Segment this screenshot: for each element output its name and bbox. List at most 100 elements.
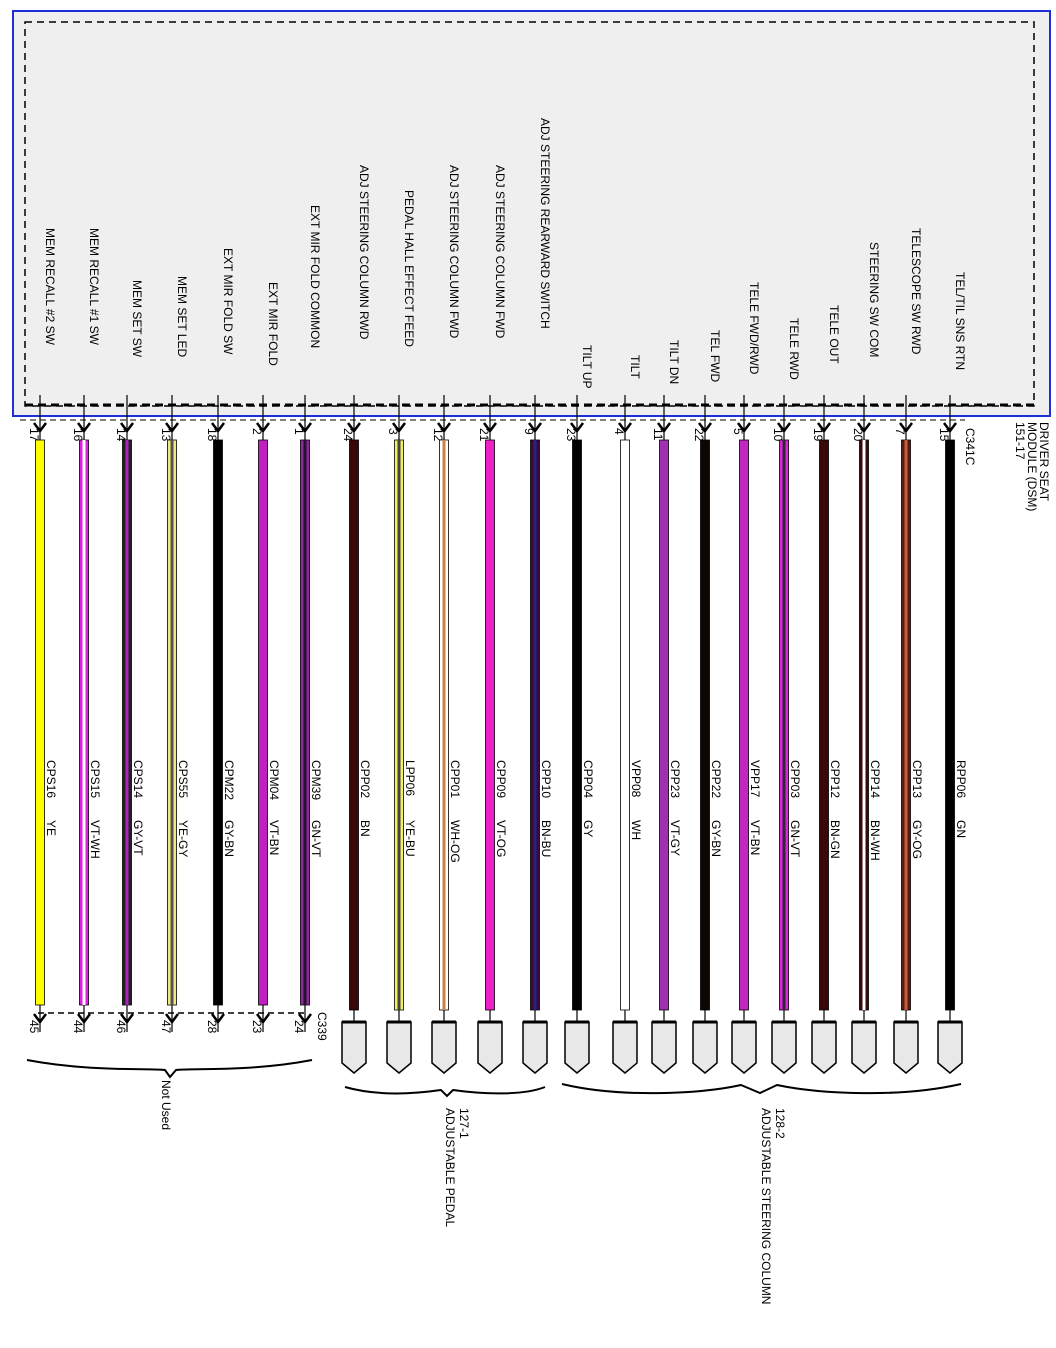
color-code-label: WH [629,820,643,840]
color-code-label: VT-OG [494,820,508,857]
color-code-label: GN-VT [309,820,323,858]
pin-number: 9 [522,428,536,435]
wire-function-label: TEL/TIL SNS RTN [953,272,967,370]
wire-cpm39: EXT MIR FOLD COMMON 1 CPM39 GN-VT 24 [292,205,323,1034]
wire-cps14: MEM SET SW 14 CPS14 GY-VT 46 [114,280,145,1034]
color-code-label: WH-OG [448,820,462,863]
splice-connector-icon [731,1021,757,1074]
terminal-icon [777,422,791,434]
pin-number: 11 [651,428,665,441]
wire-rpp06: TEL/TIL SNS RTN 15 RPP06 GN [937,272,968,1074]
pin-number: 19 [811,428,825,442]
circuit-label: CPP23 [668,760,682,798]
circuit-label: CPP13 [910,760,924,798]
wire-vpp08: TILT 4 VPP08 WH [612,355,643,1074]
circuit-label: CPM39 [309,760,323,800]
wire-function-label: EXT MIR FOLD COMMON [308,205,322,348]
circuit-label: CPP01 [448,760,462,798]
color-code-label: BN [358,820,372,837]
circuit-label: CPS55 [176,760,190,798]
splice-connector-icon [341,1021,367,1074]
wire-stripe [442,440,446,1010]
wire-cpp22: TEL FWD 22 CPP22 GY-BN [692,330,723,1074]
group-label-column-ref: 128-2 [773,1108,787,1139]
wire-function-label: ADJ STEERING COLUMN FWD [447,165,461,339]
wire-body [659,439,669,1011]
pin-number: 2 [250,428,264,435]
terminal-icon [298,1013,312,1025]
splice-connector-icon [651,1021,677,1074]
wire-body [572,439,582,1011]
terminal-icon [33,1013,47,1025]
splice-connector-icon [692,1021,718,1074]
module-name-line2: MODULE (DSM) [1025,422,1039,511]
wire-function-label: EXT MIR FOLD [266,282,280,366]
wire-body [739,439,749,1011]
wire-function-label: TELESCOPE SW RWD [909,228,923,355]
brace-adjustable-steering-column [561,1083,962,1095]
color-code-label: VT-BN [267,820,281,855]
splice-connector-icon [431,1021,457,1074]
group-label-pedal-ref: 127-1 [457,1108,471,1139]
wire-cpp14: STEERING SW COM 20 CPP14 BN-WH [851,242,882,1074]
connector-c341c-label: C341C [963,428,977,466]
wire-stripe [533,440,537,1010]
wire-function-label: ADJ STEERING COLUMN RWD [357,165,371,340]
circuit-label: CPP22 [709,760,723,798]
wire-function-label: EXT MIR FOLD SW [221,248,235,355]
wire-cpp04: TILT UP 23 CPP04 GY [564,345,595,1074]
wire-body [349,439,359,1011]
wire-stripe [170,440,174,1005]
wire-stripe [397,440,401,1010]
circuit-label: CPP03 [788,760,802,798]
end-pin-number: 47 [159,1020,173,1034]
terminal-icon [528,422,542,434]
terminal-icon [899,422,913,434]
terminal-icon [77,1013,91,1025]
end-pin-number: 44 [71,1020,85,1034]
group-label-column-name: ADJUSTABLE STEERING COLUMN [759,1108,773,1304]
wire-stripe [862,440,866,1010]
wire-lpp06: PEDAL HALL EFFECT FEED 3 LPP06 YE-BU [386,190,417,1074]
group-label-not-used: Not Used [159,1080,173,1130]
wire-function-label: TILT UP [580,345,594,389]
terminal-icon [211,422,225,434]
circuit-label: CPM22 [222,760,236,800]
terminal-icon [943,422,957,434]
wire-function-label: STEERING SW COM [867,242,881,357]
color-code-label: GN [954,820,968,838]
wire-body [258,439,268,1006]
pin-number: 13 [159,428,173,442]
terminal-icon [698,422,712,434]
terminal-icon [857,422,871,434]
group-label-pedal-name: ADJUSTABLE PEDAL [443,1108,457,1227]
module-name-line1: DRIVER SEAT [1037,422,1051,502]
color-code-label: YE [44,820,58,836]
terminal-icon [618,422,632,434]
circuit-label: CPS15 [88,760,102,798]
pin-number: 15 [937,428,951,442]
wire-function-label: ADJ STEERING COLUMN FWD [493,165,507,339]
wire-cpp13: TELESCOPE SW RWD 7 CPP13 GY-OG [893,228,924,1074]
end-pin-number: 23 [250,1020,264,1034]
terminal-icon [165,1013,179,1025]
wire-function-label: ADJ STEERING REARWARD SWITCH [538,118,552,329]
wire-function-label: TILT DN [667,340,681,384]
wire-body [945,439,955,1011]
color-code-label: GY-BN [709,820,723,857]
splice-connector-icon [477,1021,503,1074]
terminal-icon [165,422,179,434]
wire-stripe [82,440,86,1005]
wire-function-label: MEM RECALL #2 SW [43,228,57,346]
color-code-label: BN-GN [828,820,842,859]
splice-connector-icon [771,1021,797,1074]
terminal-icon [298,422,312,434]
wire-function-label: MEM RECALL #1 SW [87,228,101,346]
color-code-label: GY-BN [222,820,236,857]
wire-function-label: TEL FWD [708,330,722,383]
module-page-ref: 151-17 [1013,422,1027,460]
splice-connector-icon [893,1021,919,1074]
splice-connector-icon [937,1021,963,1074]
pin-number: 5 [731,428,745,435]
color-code-label: VT-GY [668,820,682,856]
